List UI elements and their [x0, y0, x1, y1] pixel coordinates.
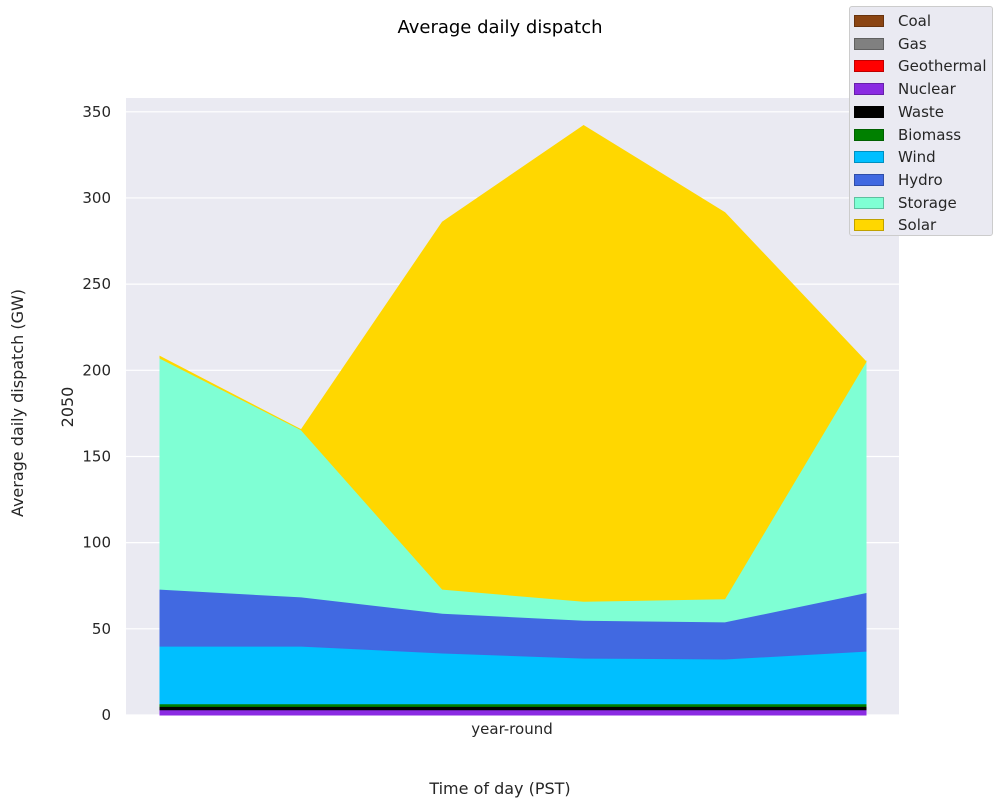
- legend-swatch: [854, 128, 884, 141]
- legend-item-coal: Coal: [854, 11, 931, 31]
- legend-item-geothermal: Geothermal: [854, 56, 987, 76]
- legend-item-nuclear: Nuclear: [854, 79, 956, 99]
- legend-swatch: [854, 37, 884, 50]
- legend: Coal Gas Geothermal Nuclear Waste Biomass Wind…: [849, 6, 993, 236]
- legend-label: Solar: [898, 216, 937, 235]
- chart-title: Average daily dispatch: [397, 17, 602, 38]
- legend-item-hydro: Hydro: [854, 170, 943, 190]
- legend-swatch: [854, 83, 884, 96]
- area-waste: [159, 705, 867, 711]
- area-solar: [159, 125, 867, 602]
- legend-swatch: [854, 151, 884, 164]
- legend-label: Coal: [898, 12, 932, 30]
- x-tick-label: year-round: [471, 720, 552, 738]
- legend-item-gas: Gas: [854, 34, 927, 54]
- area-series: [159, 125, 867, 716]
- area-nuclear: [159, 709, 867, 716]
- y-tick-label: 350: [82, 103, 111, 121]
- y-tick-label: 300: [82, 189, 111, 207]
- legend-item-wind: Wind: [854, 147, 936, 167]
- y-axis-label: Average daily dispatch (GW): [8, 289, 27, 517]
- legend-label: Storage: [898, 193, 957, 212]
- y-tick-label: 0: [101, 706, 111, 724]
- y-tick-label: 50: [92, 620, 111, 638]
- legend-swatch: [854, 173, 884, 186]
- legend-label: Waste: [898, 102, 944, 121]
- legend-label: Wind: [898, 148, 936, 167]
- legend-swatch: [854, 60, 884, 73]
- y-tick-label: 100: [82, 534, 111, 552]
- legend-label: Geothermal: [898, 57, 987, 76]
- legend-swatch: [854, 15, 884, 27]
- legend-label: Nuclear: [898, 80, 956, 99]
- legend-label: Gas: [898, 34, 927, 53]
- legend-label: Hydro: [898, 170, 943, 189]
- y-axis-ticks: 0 50 100 150 200 250 300 350: [82, 103, 111, 724]
- panel-label: 2050: [58, 387, 77, 428]
- legend-swatch: [854, 105, 884, 118]
- legend-item-waste: Waste: [854, 102, 944, 122]
- legend-label: Biomass: [898, 125, 962, 144]
- y-tick-label: 200: [82, 361, 111, 379]
- legend-item-solar: Solar: [854, 215, 936, 235]
- y-tick-label: 150: [82, 447, 111, 465]
- legend-item-biomass: Biomass: [854, 125, 961, 145]
- legend-swatch: [854, 219, 884, 232]
- y-tick-label: 250: [82, 275, 111, 293]
- x-axis-label: Time of day (PST): [428, 779, 570, 798]
- legend-swatch: [854, 196, 884, 209]
- legend-item-storage: Storage: [854, 193, 957, 213]
